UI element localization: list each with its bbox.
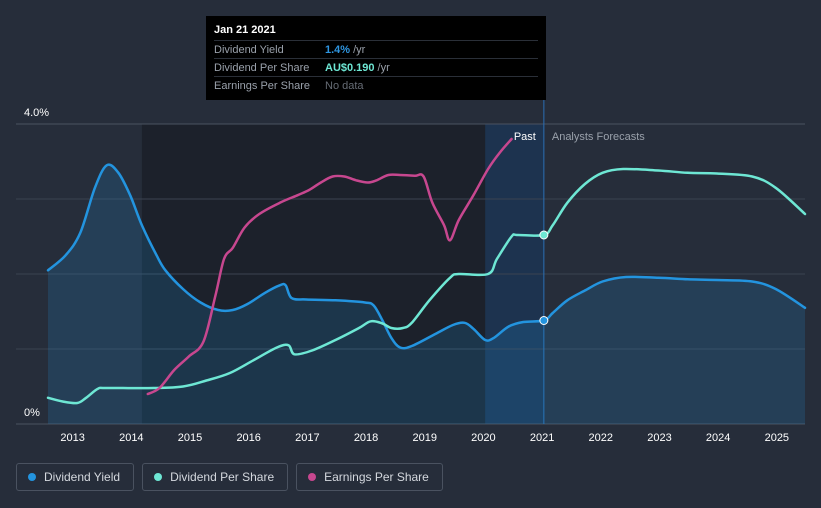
tooltip-row-earnings-per-share: Earnings Per Share No data [214,76,538,94]
forecast-label: Analysts Forecasts [552,131,645,143]
legend-dividend-yield[interactable]: Dividend Yield [16,463,135,491]
x-tick-label: 2022 [589,432,613,444]
legend-dot-icon [154,473,163,481]
x-tick-label: 2017 [295,432,319,444]
dividend-per-share-line [46,167,807,405]
dividend-yield-line [46,163,807,350]
x-tick-label: 2019 [412,432,436,444]
x-tick-label: 2013 [60,432,84,444]
tooltip-row-dividend-yield: Dividend Yield 1.4% /yr [214,40,538,58]
tooltip-row-dividend-per-share: Dividend Per Share AU$0.190 /yr [214,58,538,76]
x-tick-label: 2020 [471,432,495,444]
dividend-yield-area [48,164,805,424]
x-tick-label: 2024 [706,432,730,444]
x-tick-label: 2015 [178,432,202,444]
y-tick-label: 4.0% [24,107,49,119]
tooltip-unit: /yr [353,43,366,56]
legend-dot-icon [308,473,317,481]
tooltip-unit: /yr [377,61,390,74]
x-tick-label: 2021 [530,432,554,444]
tooltip-value: 1.4% [325,43,351,56]
legend-dot-icon [28,473,36,481]
tooltip-label: Dividend Yield [214,43,284,56]
x-tick-label: 2018 [354,432,378,444]
x-tick-label: 2016 [236,432,260,444]
x-tick-label: 2023 [647,432,671,444]
x-tick-label: 2025 [765,432,789,444]
tooltip-label: Dividend Per Share [214,61,310,74]
tooltip-label: Earnings Per Share [214,79,310,92]
legend-earnings-per-share[interactable]: Earnings Per Share [296,463,443,491]
chart-legend: Dividend Yield Dividend Per Share Earnin… [16,463,443,491]
tooltip-no-data: No data [325,79,364,92]
x-tick-label: 2014 [119,432,143,444]
past-label: Past [514,131,536,143]
legend-dividend-per-share[interactable]: Dividend Per Share [142,463,289,491]
earnings-per-share-line [146,137,513,396]
chart-tooltip: Jan 21 2021 Dividend Yield 1.4% /yr Divi… [206,16,546,100]
dividend-per-share-marker [539,230,549,240]
y-tick-label: 0% [24,407,40,419]
tooltip-value: AU$0.190 [325,61,375,74]
legend-label: Dividend Yield [44,470,121,484]
legend-label: Dividend Per Share [170,470,275,484]
legend-label: Earnings Per Share [324,470,429,484]
tooltip-date: Jan 21 2021 [214,24,276,36]
dividend-yield-marker [539,316,549,325]
